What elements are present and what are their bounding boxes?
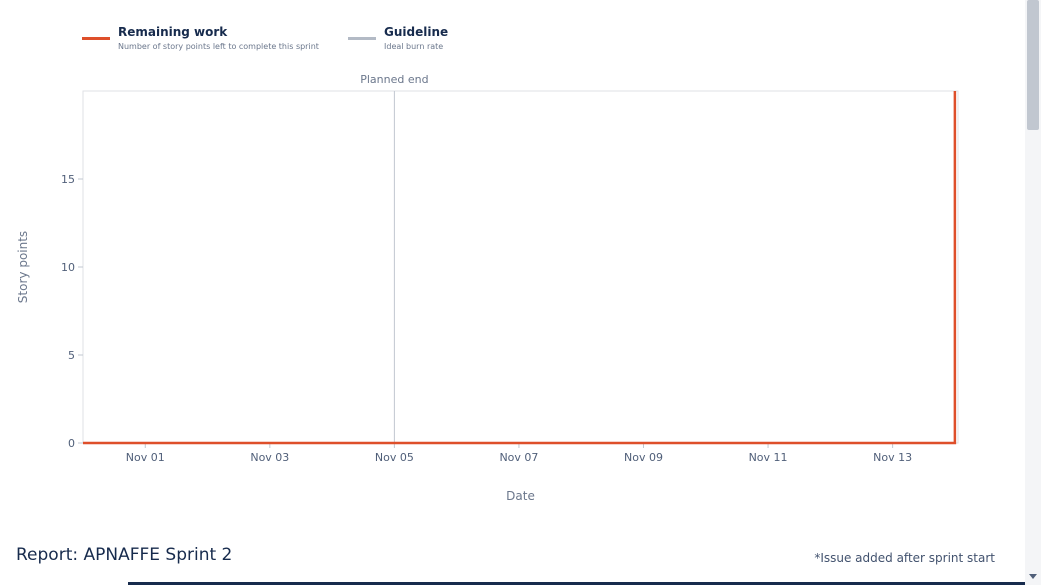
chart-annotations: Planned end	[360, 73, 429, 443]
planned-end-label: Planned end	[360, 73, 428, 86]
x-tick-label: Nov 03	[250, 451, 289, 464]
legend-swatch-guideline	[348, 37, 376, 40]
x-tick-label: Nov 11	[749, 451, 788, 464]
y-tick-label: 5	[68, 349, 75, 362]
chart-series	[83, 91, 957, 445]
x-axis-ticks: Nov 01 Nov 03 Nov 05 Nov 07 Nov 09 Nov 11 Nov …	[126, 443, 912, 464]
x-tick-label: Nov 01	[126, 451, 165, 464]
y-axis-ticks: 0 5 10 15	[61, 173, 83, 450]
series-line-remaining-work	[83, 91, 957, 445]
scrollbar-thumb[interactable]	[1027, 0, 1039, 130]
legend-item-guideline[interactable]: Guideline Ideal burn rate	[348, 24, 448, 53]
vertical-scrollbar[interactable]	[1025, 0, 1041, 585]
x-axis-title: Date	[506, 489, 535, 503]
plot-area-frame	[82, 90, 959, 444]
y-tick-label: 0	[68, 437, 75, 450]
x-tick-label: Nov 07	[499, 451, 538, 464]
report-title: Report: APNAFFE Sprint 2	[16, 545, 233, 565]
y-tick-label: 15	[61, 173, 75, 186]
legend-title-remaining-work: Remaining work	[118, 25, 228, 39]
legend-swatch-remaining-work	[82, 37, 110, 40]
bottom-divider	[128, 582, 1025, 585]
legend-item-remaining-work[interactable]: Remaining work Number of story points le…	[82, 24, 319, 53]
legend-description-remaining-work: Number of story points left to complete …	[118, 42, 319, 51]
x-tick-label: Nov 09	[624, 451, 663, 464]
x-tick-label: Nov 13	[873, 451, 912, 464]
legend-description-guideline: Ideal burn rate	[384, 42, 444, 51]
x-tick-label: Nov 05	[375, 451, 414, 464]
y-tick-label: 10	[61, 261, 75, 274]
y-axis-title: Story points	[16, 231, 30, 303]
scroll-down-arrow-icon[interactable]	[1029, 574, 1037, 579]
report-footnote: *Issue added after sprint start	[814, 551, 995, 565]
legend-title-guideline: Guideline	[384, 25, 449, 39]
